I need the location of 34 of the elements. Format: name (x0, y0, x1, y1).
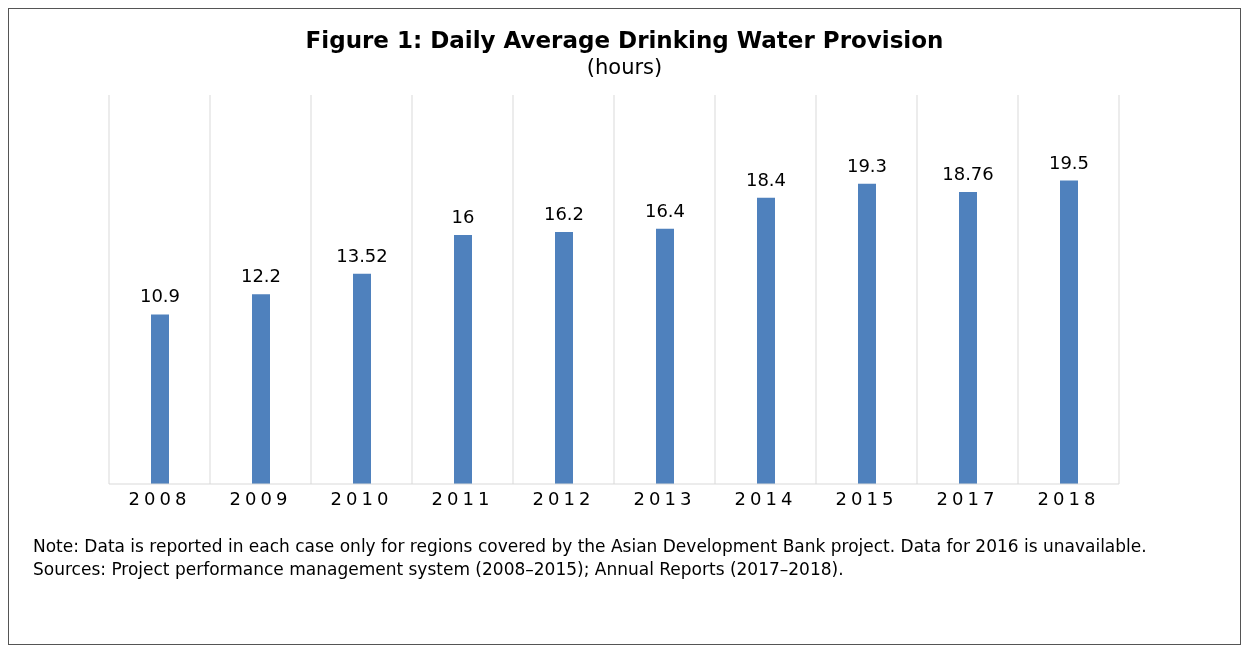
bar (1060, 180, 1078, 484)
data-label: 12.2 (240, 265, 282, 287)
bar (757, 197, 775, 484)
x-tick-label: 2015 (835, 487, 898, 509)
data-label: 18.76 (942, 163, 994, 185)
data-label: 19.3 (846, 154, 888, 176)
text: Note: Data is reported in each case only for regions covered by the Asian Development Bank project. Data for 2016 is unavailable. (33, 535, 1148, 558)
bar (555, 231, 573, 484)
data-label: 16.2 (543, 202, 585, 224)
bar (252, 294, 270, 484)
x-tick-label: 2011 (431, 487, 494, 509)
x-tick-label: 2008 (128, 487, 191, 509)
x-tick-label: 2010 (330, 487, 393, 509)
source-note: Sources: Project performance management system (2008–2015); Annual Reports (2017–2018). (33, 557, 845, 581)
bar (454, 235, 472, 484)
bar (353, 273, 371, 484)
data-label: 10.9 (139, 285, 181, 307)
bar (959, 192, 977, 484)
data-label: 13.52 (336, 244, 388, 266)
bar (656, 228, 674, 484)
x-tick-label: 2018 (1037, 487, 1100, 509)
x-tick-label: 2013 (633, 487, 696, 509)
x-tick-label: 2009 (229, 487, 292, 509)
chart-subtitle: (hours) (585, 55, 664, 79)
data-label: 16.4 (644, 199, 686, 221)
data-label: 18.4 (745, 168, 787, 190)
data-label: 19.5 (1048, 151, 1090, 173)
x-tick-label: 2014 (734, 487, 797, 509)
bar (858, 183, 876, 484)
x-tick-label: 2012 (532, 487, 595, 509)
chart-title: Figure 1: Daily Average Drinking Water Provision (304, 27, 945, 53)
bar (151, 314, 169, 484)
x-tick-label: 2017 (936, 487, 999, 509)
data-label: 16 (451, 206, 475, 228)
